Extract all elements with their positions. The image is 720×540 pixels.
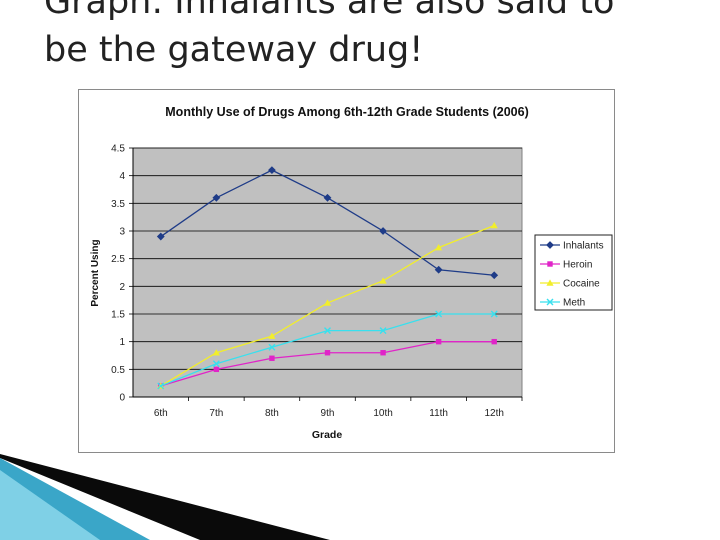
x-tick-label: 11th	[429, 408, 448, 419]
marker-stroke	[212, 360, 220, 368]
data-point-inhalants	[323, 193, 332, 202]
y-tick-label: 1.5	[111, 310, 125, 321]
chart-frame: Monthly Use of Drugs Among 6th-12th Grad…	[78, 89, 615, 453]
y-tick-label: 4.5	[111, 144, 125, 155]
y-tick-label: 1	[119, 337, 125, 348]
data-point-meth	[324, 327, 331, 335]
legend: Inhalants Heroin Cocaine Meth	[534, 234, 613, 311]
data-point-meth	[490, 310, 498, 318]
y-tick-label: 3.5	[111, 199, 125, 210]
data-point-heroin	[269, 355, 275, 361]
data-point-meth	[157, 382, 165, 390]
data-point-meth	[379, 327, 387, 335]
y-axis-ticks: 0 0.5 1 1.5 2 2.5 3 3.5 4 4.5	[111, 144, 134, 404]
series-meth	[157, 310, 498, 390]
x-tick-label: 9th	[321, 408, 335, 419]
data-point-heroin	[380, 350, 386, 356]
legend-label-meth: Meth	[563, 298, 585, 309]
data-point-cocaine	[490, 221, 498, 229]
data-point-meth	[268, 343, 276, 351]
data-point-inhalants	[156, 232, 165, 241]
y-tick-label: 0	[119, 393, 125, 404]
data-point-cocaine	[268, 332, 276, 339]
legend-marker-heroin	[547, 261, 553, 267]
data-point-cocaine	[212, 349, 220, 356]
slide-title: Graph: Inhalants are also said to be the…	[44, 0, 614, 74]
data-point-inhalants	[434, 265, 443, 274]
data-point-inhalants	[268, 166, 276, 175]
x-tick-label: 6th	[154, 408, 168, 419]
data-point-inhalants	[490, 271, 499, 280]
slide-title-line1: Graph: Inhalants are also said to	[44, 0, 615, 22]
x-tick-label: 10th	[373, 408, 392, 419]
y-axis-label: Percent Using	[90, 239, 101, 306]
plot-area	[132, 147, 523, 398]
series-lines	[156, 166, 499, 390]
slide-title-line2: be the gateway drug!	[44, 30, 424, 70]
legend-label-cocaine: Cocaine	[563, 279, 600, 290]
marker-stroke	[379, 327, 387, 335]
gridlines	[133, 147, 522, 370]
data-point-cocaine	[379, 277, 387, 284]
marker-stroke	[324, 327, 331, 335]
data-point-heroin	[435, 338, 442, 345]
data-point-inhalants	[212, 193, 221, 202]
data-point-heroin	[213, 366, 220, 373]
y-tick-label: 2	[119, 282, 125, 293]
x-axis-ticks: 6th 7th 8th 9th 10th 11th 12th	[133, 396, 523, 419]
data-point-meth	[212, 360, 220, 368]
legend-label-heroin: Heroin	[563, 260, 592, 271]
swoosh-blue-light	[0, 470, 100, 540]
y-tick-label: 4	[119, 171, 125, 182]
x-tick-label: 7th	[209, 408, 223, 419]
x-tick-label: 8th	[265, 408, 279, 419]
decorative-swoosh	[0, 454, 330, 540]
y-tick-label: 3	[119, 227, 125, 238]
legend-marker-cocaine	[546, 279, 554, 286]
data-point-heroin	[324, 350, 331, 356]
data-point-inhalants	[379, 227, 387, 235]
legend-label-inhalants: Inhalants	[563, 241, 604, 252]
marker-stroke	[490, 310, 498, 318]
legend-box	[534, 234, 613, 311]
marker-stroke	[546, 298, 554, 306]
chart-title: Monthly Use of Drugs Among 6th-12th Grad…	[165, 105, 528, 119]
legend-marker-meth	[546, 298, 554, 306]
marker-stroke	[435, 310, 443, 318]
y-tick-label: 0.5	[111, 365, 125, 376]
x-axis-label: Grade	[312, 429, 343, 441]
y-tick-label: 2.5	[111, 254, 125, 265]
x-tick-label: 12th	[484, 408, 503, 419]
marker-stroke	[268, 343, 276, 351]
marker-stroke	[157, 382, 165, 390]
swoosh-dark-band	[0, 454, 330, 540]
data-point-cocaine	[435, 244, 443, 251]
legend-marker-inhalants	[546, 241, 554, 249]
line-chart: Monthly Use of Drugs Among 6th-12th Grad…	[90, 105, 613, 441]
series-inhalants	[156, 166, 499, 280]
data-point-heroin	[491, 338, 497, 345]
data-point-cocaine	[323, 299, 332, 306]
data-point-meth	[435, 310, 443, 318]
